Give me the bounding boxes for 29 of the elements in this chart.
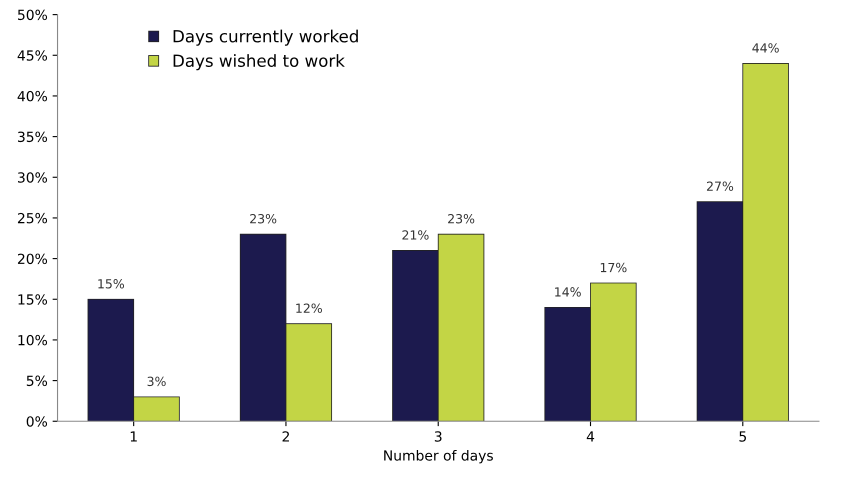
x-axis-title: Number of days: [384, 450, 493, 464]
x-tick-label: 2: [282, 431, 289, 442]
data-label: 15%: [98, 279, 124, 289]
x-tick-label: 5: [739, 431, 746, 442]
legend-label: Days wished to work: [174, 54, 345, 70]
y-tick-label: 25%: [18, 212, 48, 224]
y-tick-label: 15%: [18, 294, 48, 305]
data-label: 21%: [402, 230, 429, 240]
x-tick-label: 4: [586, 431, 594, 442]
legend-label: Days currently worked: [174, 30, 358, 46]
y-tick-label: 0%: [26, 416, 48, 427]
data-label: 14%: [555, 287, 581, 297]
y-tick-label: 20%: [18, 254, 48, 264]
data-label: 17%: [600, 262, 627, 272]
y-tick-label: 30%: [18, 172, 48, 183]
x-tick-label: 3: [434, 431, 442, 442]
y-tick-label: 45%: [18, 50, 48, 61]
data-label: 23%: [448, 214, 474, 224]
y-tick-label: 50%: [18, 10, 48, 20]
data-label: 12%: [296, 303, 322, 313]
data-label: 44%: [752, 43, 779, 53]
data-label: 23%: [250, 214, 276, 224]
data-label: 27%: [706, 181, 734, 191]
y-tick-label: 5%: [26, 376, 48, 386]
x-tick-label: 1: [130, 431, 137, 442]
y-tick-label: 35%: [18, 132, 48, 142]
data-label: 3%: [148, 376, 166, 386]
y-tick-label: 40%: [18, 90, 48, 102]
y-tick-label: 10%: [18, 334, 48, 346]
